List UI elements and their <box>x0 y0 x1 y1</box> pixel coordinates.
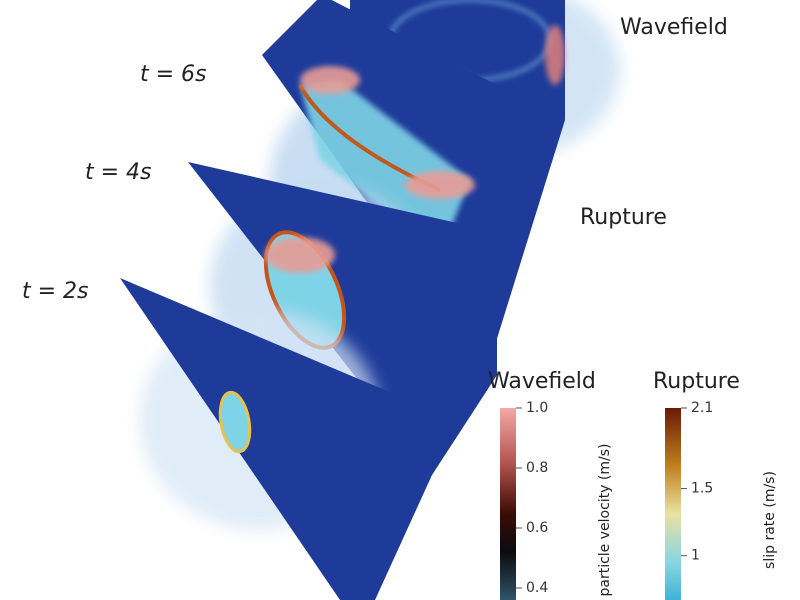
tick-label: 0.8 <box>526 460 548 476</box>
label: Rupture <box>580 205 667 230</box>
snapshot-plane <box>120 278 432 600</box>
colorbar-title: Wavefield <box>488 369 596 394</box>
label: Wavefield <box>620 15 728 40</box>
colorbar <box>665 408 681 600</box>
axis-label: slip rate (m/s) <box>762 471 778 569</box>
axis-label: particle velocity (m/s) <box>597 444 613 597</box>
tick-label: 1 <box>691 548 700 564</box>
colorbar <box>500 408 516 600</box>
tick-label: 2.1 <box>691 400 713 416</box>
time-label: t = 2s <box>22 279 89 304</box>
tick-label: 1.0 <box>526 400 548 416</box>
tick-label: 0.4 <box>526 580 548 596</box>
tick-label: 0.6 <box>526 520 548 536</box>
colorbar-title: Rupture <box>653 369 740 394</box>
time-label: t = 4s <box>85 160 152 185</box>
time-label: t = 6s <box>140 62 207 87</box>
tick-label: 1.5 <box>691 481 713 497</box>
